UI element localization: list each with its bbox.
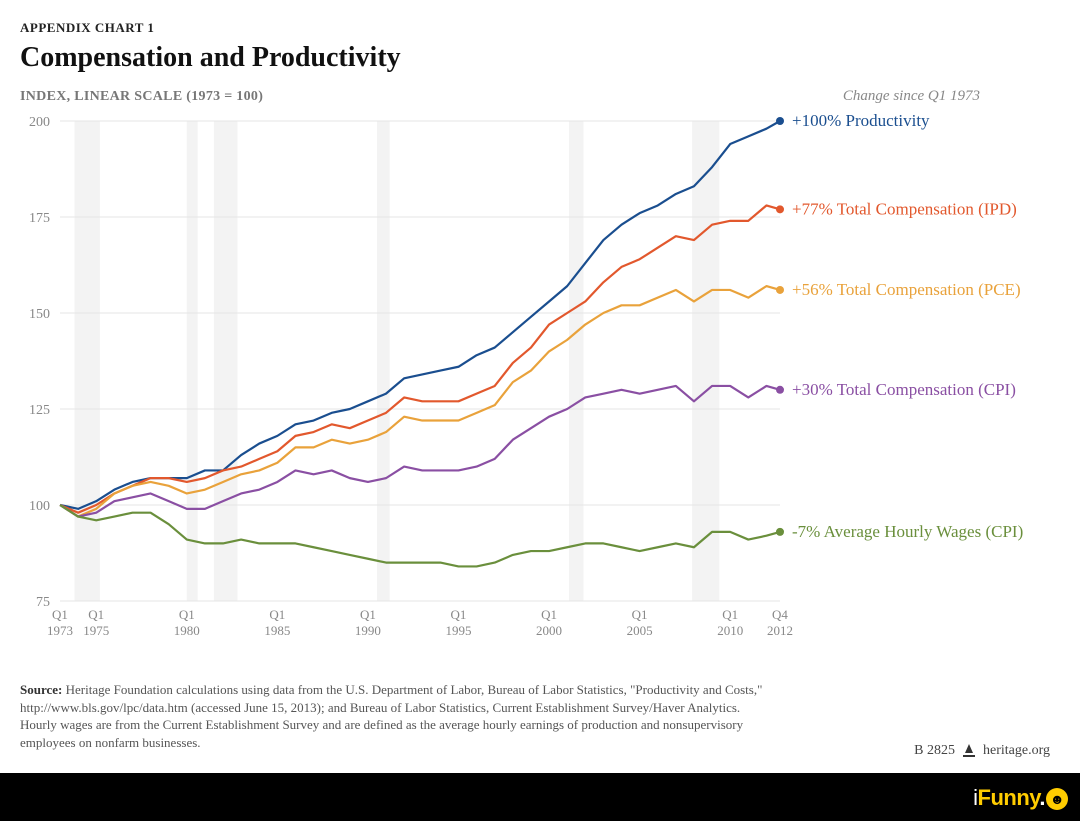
x-tick-top: Q4 <box>772 607 788 622</box>
y-tick-label: 125 <box>29 403 50 418</box>
smile-icon: ☻ <box>1046 788 1068 810</box>
footer-attribution: B 2825 heritage.org <box>914 743 1050 759</box>
x-tick-top: Q1 <box>52 607 68 622</box>
ifunny-text: Funny <box>978 785 1040 810</box>
y-axis-subtitle: INDEX, LINEAR SCALE (1973 = 100) <box>20 89 263 105</box>
x-tick-bottom: 1985 <box>264 623 290 638</box>
kicker-text: APPENDIX CHART 1 <box>20 20 1070 36</box>
series-end-dot <box>776 286 784 294</box>
recession-band <box>187 121 198 601</box>
series-comp-cpi <box>60 386 780 517</box>
y-tick-label: 150 <box>29 307 50 322</box>
series-end-dot <box>776 528 784 536</box>
series-end-dot <box>776 386 784 394</box>
recession-band <box>569 121 583 601</box>
series-label-comp-ipd: +77% Total Compensation (IPD) <box>792 199 1017 218</box>
chart-area: 75100125150175200Q11973Q11975Q11980Q1198… <box>20 111 1070 671</box>
chart-title: Compensation and Productivity <box>20 42 1070 74</box>
x-tick-bottom: 2012 <box>767 623 793 638</box>
series-comp-ipd <box>60 205 780 512</box>
x-tick-top: Q1 <box>360 607 376 622</box>
x-tick-bottom: 1990 <box>355 623 381 638</box>
y-tick-label: 100 <box>29 499 50 514</box>
y-tick-label: 175 <box>29 211 50 226</box>
x-tick-top: Q1 <box>632 607 648 622</box>
x-tick-bottom: 1973 <box>47 623 73 638</box>
source-note: Source: Heritage Foundation calculations… <box>20 681 780 751</box>
series-label-comp-cpi: +30% Total Compensation (CPI) <box>792 380 1016 399</box>
source-label: Source: <box>20 682 62 697</box>
ifunny-watermark: iFunny.☻ <box>973 785 1068 811</box>
series-end-dot <box>776 117 784 125</box>
series-label-productivity: +100% Productivity <box>792 111 930 130</box>
x-tick-top: Q1 <box>179 607 195 622</box>
recession-band <box>214 121 238 601</box>
x-tick-bottom: 2010 <box>717 623 743 638</box>
change-since-label: Change since Q1 1973 <box>843 88 980 105</box>
recession-band <box>692 121 719 601</box>
line-chart-svg: 75100125150175200Q11973Q11975Q11980Q1198… <box>20 111 1080 671</box>
x-tick-bottom: 1980 <box>174 623 200 638</box>
recession-band <box>377 121 390 601</box>
bell-icon <box>961 743 977 759</box>
source-text: Heritage Foundation calculations using d… <box>20 682 762 750</box>
x-tick-bottom: 1995 <box>445 623 471 638</box>
y-tick-label: 75 <box>36 595 50 610</box>
series-label-wages-cpi: -7% Average Hourly Wages (CPI) <box>792 522 1023 541</box>
x-tick-top: Q1 <box>541 607 557 622</box>
series-productivity <box>60 121 780 509</box>
x-tick-top: Q1 <box>88 607 104 622</box>
x-tick-bottom: 2005 <box>627 623 653 638</box>
watermark-bar: iFunny.☻ <box>0 773 1080 821</box>
recession-band <box>74 121 99 601</box>
y-tick-label: 200 <box>29 115 50 130</box>
footer-site: heritage.org <box>983 743 1050 759</box>
series-label-comp-pce: +56% Total Compensation (PCE) <box>792 280 1021 299</box>
footer-code: B 2825 <box>914 743 955 759</box>
series-wages-cpi <box>60 505 780 566</box>
x-tick-top: Q1 <box>722 607 738 622</box>
chart-container: APPENDIX CHART 1 Compensation and Produc… <box>0 0 1080 770</box>
x-tick-bottom: 2000 <box>536 623 562 638</box>
x-tick-bottom: 1975 <box>83 623 109 638</box>
x-tick-top: Q1 <box>269 607 285 622</box>
series-end-dot <box>776 205 784 213</box>
x-tick-top: Q1 <box>451 607 467 622</box>
